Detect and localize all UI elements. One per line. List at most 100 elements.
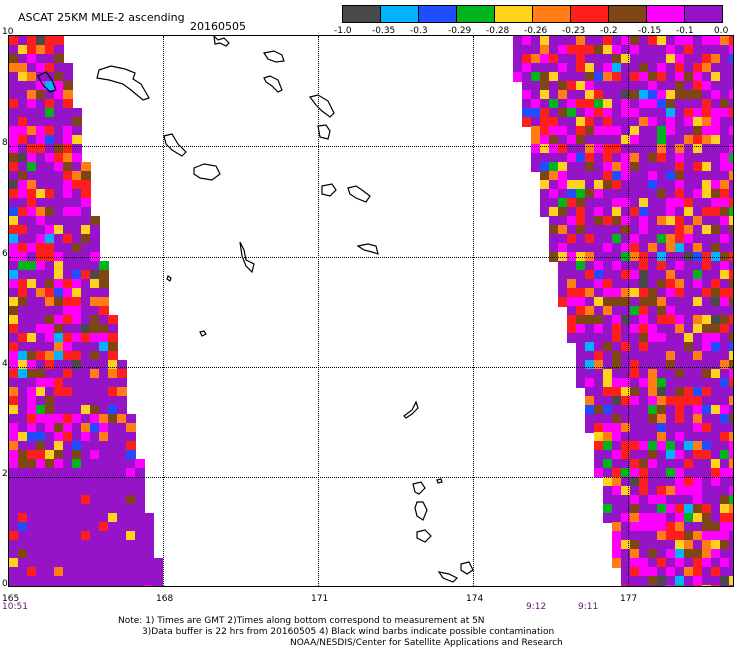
swath-cell	[621, 495, 631, 505]
swath-cell	[576, 90, 586, 100]
swath-cell	[99, 297, 109, 307]
swath-cell	[612, 279, 622, 289]
swath-cell	[639, 81, 649, 91]
swath-cell	[117, 387, 127, 397]
swath-cell	[144, 531, 154, 541]
swath-cell	[648, 495, 658, 505]
lon-tick-label: 174	[466, 594, 484, 604]
swath-cell	[666, 180, 676, 190]
swath-cell	[135, 522, 145, 532]
swath-cell	[639, 288, 649, 298]
swath-cell	[639, 72, 649, 82]
swath-cell	[18, 279, 28, 289]
swath-cell	[576, 135, 586, 145]
swath-cell	[54, 333, 64, 343]
swath-cell	[9, 270, 19, 280]
swath-cell	[630, 549, 640, 559]
swath-cell	[720, 171, 730, 181]
swath-cell	[630, 486, 640, 496]
swath-cell	[639, 189, 649, 199]
swath-cell	[9, 234, 19, 244]
swath-cell	[648, 567, 658, 577]
swath-cell	[117, 396, 127, 406]
swath-cell	[603, 180, 613, 190]
swath-cell	[90, 378, 100, 388]
swath-cell	[639, 441, 649, 451]
swath-cell	[27, 72, 37, 82]
swath-cell	[612, 360, 622, 370]
swath-cell	[27, 585, 37, 586]
swath-cell	[585, 297, 595, 307]
swath-cell	[63, 333, 73, 343]
swath-cell	[648, 99, 658, 109]
swath-cell	[549, 171, 559, 181]
swath-cell	[684, 567, 694, 577]
swath-cell	[558, 54, 568, 64]
swath-cell	[72, 306, 82, 316]
swath-cell	[9, 63, 19, 73]
swath-cell	[666, 504, 676, 514]
swath-cell	[711, 81, 721, 91]
swath-cell	[693, 279, 703, 289]
swath-cell	[648, 63, 658, 73]
swath-cell	[585, 126, 595, 136]
swath-cell	[531, 99, 541, 109]
swath-cell	[45, 369, 55, 379]
swath-cell	[729, 81, 733, 91]
swath-cell	[549, 108, 559, 118]
swath-cell	[585, 351, 595, 361]
swath-cell	[90, 441, 100, 451]
swath-cell	[45, 279, 55, 289]
swath-cell	[630, 144, 640, 154]
swath-cell	[612, 549, 622, 559]
swath-cell	[63, 261, 73, 271]
swath-cell	[594, 225, 604, 235]
swath-cell	[675, 153, 685, 163]
swath-cell	[9, 450, 19, 460]
swath-cell	[684, 108, 694, 118]
swath-cell	[9, 189, 19, 199]
swath-cell	[702, 387, 712, 397]
swath-cell	[675, 414, 685, 424]
swath-cell	[9, 144, 19, 154]
swath-cell	[711, 306, 721, 316]
swath-cell	[720, 441, 730, 451]
swath-cell	[702, 225, 712, 235]
swath-cell	[711, 243, 721, 253]
swath-cell	[711, 387, 721, 397]
swath-cell	[693, 585, 703, 586]
swath-cell	[657, 90, 667, 100]
swath-cell	[648, 576, 658, 586]
swath-cell	[36, 432, 46, 442]
swath-cell	[666, 81, 676, 91]
swath-cell	[558, 36, 568, 46]
swath-cell	[531, 63, 541, 73]
swath-cell	[18, 171, 28, 181]
swath-cell	[603, 504, 613, 514]
swath-cell	[36, 513, 46, 523]
swath-cell	[108, 531, 118, 541]
swath-cell	[531, 135, 541, 145]
swath-cell	[90, 522, 100, 532]
swath-cell	[45, 135, 55, 145]
swath-cell	[576, 315, 586, 325]
swath-cell	[126, 450, 136, 460]
swath-cell	[639, 216, 649, 226]
island-outline	[437, 571, 459, 583]
swath-cell	[18, 180, 28, 190]
swath-cell	[729, 270, 733, 280]
swath-cell	[648, 225, 658, 235]
swath-cell	[540, 45, 550, 55]
swath-cell	[549, 207, 559, 217]
swath-data-layer	[9, 36, 733, 586]
swath-cell	[18, 432, 28, 442]
swath-cell	[648, 504, 658, 514]
swath-cell	[27, 261, 37, 271]
swath-cell	[45, 180, 55, 190]
swath-cell	[567, 180, 577, 190]
swath-cell	[27, 405, 37, 415]
swath-cell	[558, 63, 568, 73]
swath-cell	[90, 351, 100, 361]
swath-cell	[531, 72, 541, 82]
swath-cell	[612, 216, 622, 226]
